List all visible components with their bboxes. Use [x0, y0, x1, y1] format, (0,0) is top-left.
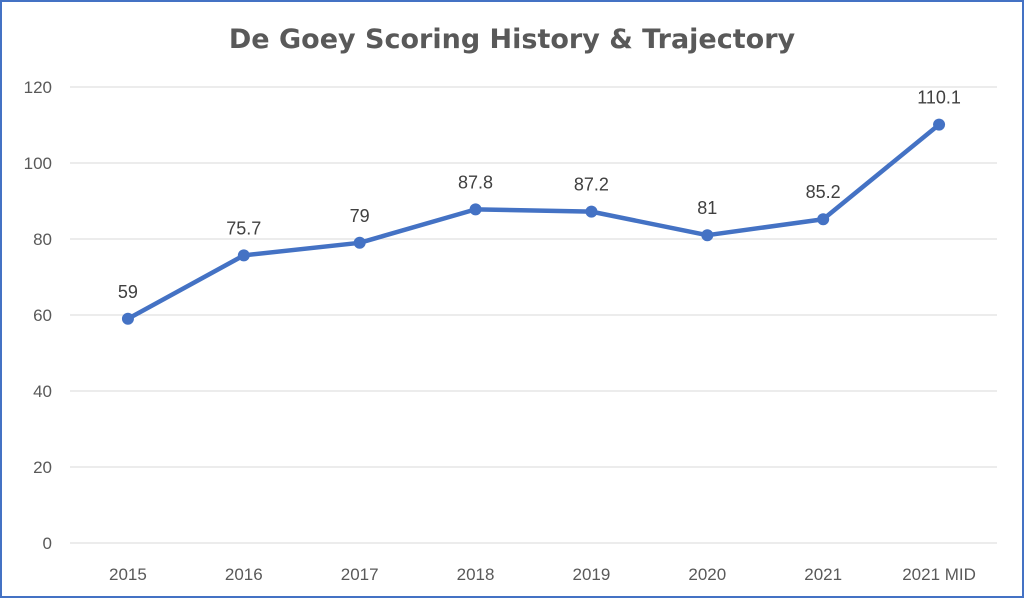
x-tick-label: 2018 — [457, 565, 495, 584]
data-label: 85.2 — [806, 182, 841, 202]
data-label: 59 — [118, 282, 138, 302]
gridlines — [70, 86, 997, 544]
series-layer — [125, 122, 942, 322]
x-tick-label: 2021 MID — [902, 565, 976, 584]
data-point — [933, 118, 946, 131]
data-point — [585, 205, 598, 218]
marker-layer — [121, 118, 946, 325]
data-point — [121, 312, 134, 325]
data-point — [237, 249, 250, 262]
x-tick-label: 2019 — [573, 565, 611, 584]
x-axis-ticks: 2015 2016 2017 2018 2019 2020 2021 2021 MID — [109, 565, 976, 584]
x-tick-label: 2016 — [225, 565, 263, 584]
data-label: 75.7 — [226, 218, 261, 238]
y-tick-label: 0 — [43, 534, 52, 553]
y-tick-label: 120 — [24, 78, 52, 97]
data-point — [353, 236, 366, 249]
x-tick-label: 2020 — [688, 565, 726, 584]
data-point — [469, 203, 482, 216]
y-tick-label: 20 — [33, 458, 52, 477]
data-label: 87.8 — [458, 172, 493, 192]
y-tick-label: 40 — [33, 382, 52, 401]
data-label: 110.1 — [917, 88, 961, 108]
data-point — [701, 229, 714, 242]
y-tick-label: 60 — [33, 306, 52, 325]
y-tick-label: 100 — [24, 154, 52, 173]
y-tick-label: 80 — [33, 230, 52, 249]
data-label: 79 — [350, 206, 370, 226]
chart-title: De Goey Scoring History & Trajectory — [229, 24, 796, 55]
data-label: 87.2 — [574, 175, 609, 195]
y-axis-ticks: 0 20 40 60 80 100 120 — [24, 78, 52, 553]
x-tick-label: 2015 — [109, 565, 147, 584]
data-label: 81 — [697, 198, 717, 218]
data-point — [817, 213, 830, 226]
x-tick-label: 2017 — [341, 565, 379, 584]
series-line — [125, 122, 942, 322]
data-labels: 59 75.7 79 87.8 87.2 81 85.2 110.1 — [118, 88, 961, 302]
x-tick-label: 2021 — [804, 565, 842, 584]
